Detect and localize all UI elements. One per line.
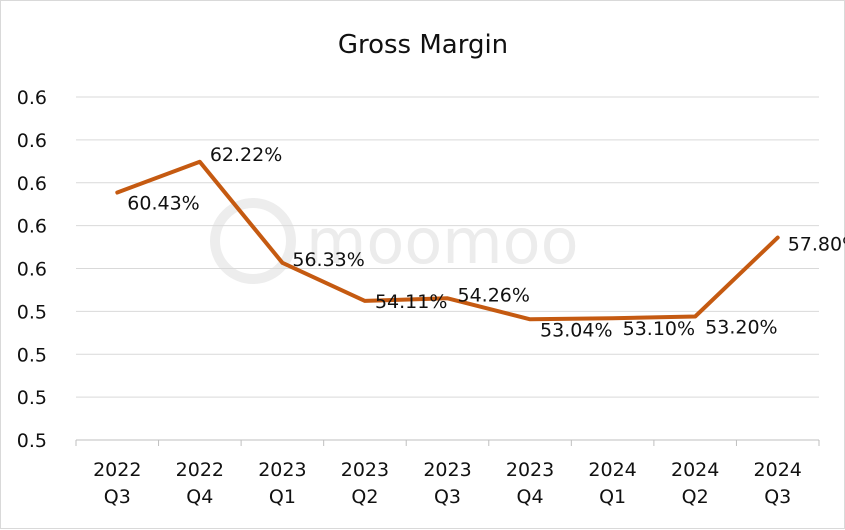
data-label: 56.33% [292, 249, 364, 271]
x-tick-label: 2023 Q2 [341, 459, 389, 508]
series-line [115, 159, 780, 322]
chart-title: Gross Margin [338, 30, 508, 60]
y-tick-label: 0.6 [17, 216, 47, 238]
series-layer [115, 159, 780, 322]
y-tick-label: 0.5 [17, 430, 47, 452]
watermark-logo-icon [210, 198, 296, 284]
x-tick-label: 2024 Q1 [588, 459, 636, 508]
gridlines [76, 96, 819, 441]
y-tick-label: 0.5 [17, 301, 47, 323]
data-label: 53.10% [623, 318, 695, 340]
x-tick-label: 2022 Q3 [93, 459, 141, 508]
y-tick-label: 0.6 [17, 259, 47, 281]
data-label: 54.26% [458, 284, 530, 306]
data-label: 57.80% [788, 234, 845, 256]
x-tick-label: 2023 Q3 [423, 459, 471, 508]
data-label: 54.11% [375, 291, 447, 313]
y-tick-label: 0.5 [17, 387, 47, 409]
watermark: moomoo [210, 198, 579, 284]
data-label: 60.43% [127, 193, 199, 215]
watermark-text: moomoo [306, 205, 579, 278]
data-label: 62.22% [210, 144, 282, 166]
y-tick-label: 0.6 [17, 173, 47, 195]
x-tick-label: 2022 Q4 [176, 459, 224, 508]
data-label: 53.20% [705, 317, 777, 339]
x-tick-label: 2023 Q1 [258, 459, 306, 508]
y-tick-label: 0.5 [17, 344, 47, 366]
y-axis-ticks: 0.6 0.6 0.6 0.6 0.6 0.5 0.5 0.5 0.5 [17, 87, 47, 452]
x-tick-label: 2023 Q4 [506, 459, 554, 508]
x-axis-ticks: 2022 Q3 2022 Q4 2023 Q1 2023 Q2 2023 Q3 2023 Q4 2024… [75, 440, 820, 508]
y-tick-label: 0.6 [17, 87, 47, 109]
data-label: 53.04% [540, 319, 612, 341]
data-labels: 60.43% 62.22% 56.33% 54.11% 54.26% 53.04% 53.1… [127, 144, 845, 341]
x-tick-label: 2024 Q3 [754, 459, 802, 508]
y-tick-label: 0.6 [17, 130, 47, 152]
x-tick-label: 2024 Q2 [671, 459, 719, 508]
